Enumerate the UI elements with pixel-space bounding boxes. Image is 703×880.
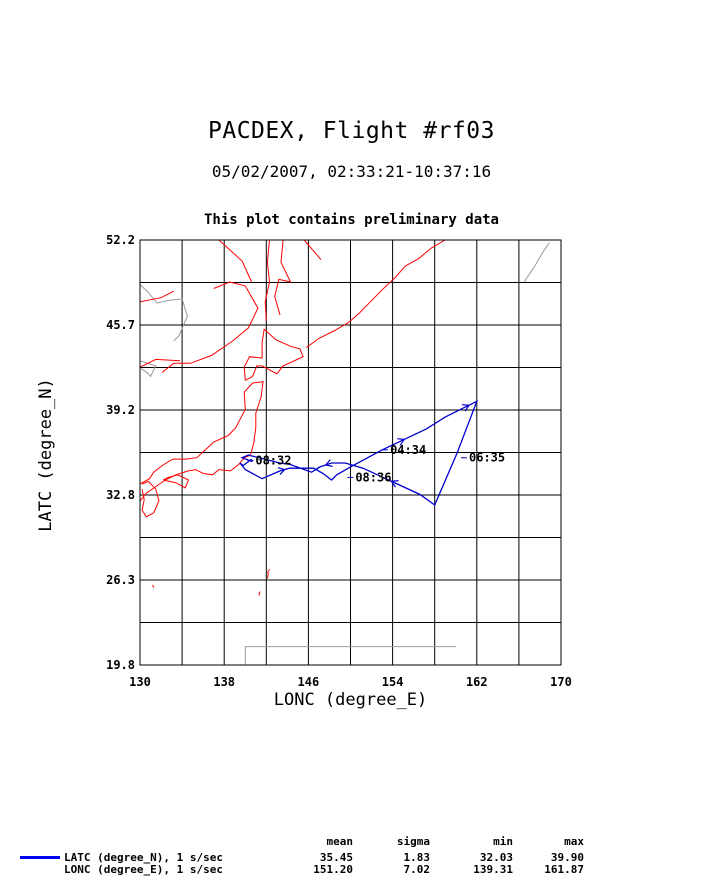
track-layer: 08:32 04:34 06:35 08:36 [239,399,505,506]
x-tick-label: 138 [213,675,235,689]
coastline [140,290,174,303]
stats-header-max: max [564,835,584,848]
coastline [303,240,322,261]
coastline [218,240,253,283]
coastline [243,328,304,381]
plot-frame [139,239,562,666]
flight-track-line [239,399,479,506]
time-annotation: 04:34 [390,443,426,457]
grid [140,240,561,665]
border-line [140,284,188,342]
border-line [244,646,456,665]
y-tick-label: 52.2 [106,233,135,247]
legend-line-swatch [20,856,60,859]
direction-arrow [390,480,399,488]
border-line [523,242,550,283]
coastline [266,568,270,574]
coastline [141,480,160,518]
x-tick-label: 170 [550,675,572,689]
y-axis-label: LATC (degree_N) [36,378,56,532]
coastline [306,240,446,349]
coastline [161,281,259,373]
stats-header-mean: mean [326,835,354,848]
stats-max: 161.87 [544,863,584,876]
stats-row: LONC (degree_E), 1 s/sec 151.20 7.02 139… [0,863,703,876]
border-line [140,360,157,378]
chart-subtitle: 05/02/2007, 02:33:21-10:37:16 [211,162,492,181]
stats-table: mean sigma min max LATC (degree_N), 1 s/… [0,835,703,880]
coastline [140,381,264,502]
stats-header-min: min [493,835,513,848]
coastline [264,240,271,322]
x-tick-label: 154 [382,675,404,689]
y-tick-label: 45.7 [106,318,135,332]
stats-max: 39.90 [550,851,584,864]
x-tick-label: 162 [466,675,488,689]
time-annotation: 08:36 [355,470,391,484]
stats-header: mean sigma min max [0,835,703,848]
direction-arrow [277,467,286,476]
chart-title: PACDEX, Flight #rf03 [208,118,495,144]
coastline [152,584,155,588]
stats-row-label: LONC (degree_E), 1 s/sec [64,863,223,876]
map-layer [140,240,550,665]
direction-arrow [324,459,333,467]
stats-row: LATC (degree_N), 1 s/sec 35.45 1.83 32.0… [0,851,703,864]
time-annotation: 08:32 [255,453,291,467]
tick-labels: 130 138 146 154 162 170 19.8 26.3 32.8 39.2 45.7 52… [106,233,572,689]
coastline [258,591,261,596]
y-tick-label: 32.8 [106,488,135,502]
stats-mean: 151.20 [313,863,353,876]
stats-header-sigma: sigma [396,835,430,848]
stats-sigma: 1.83 [403,851,431,864]
y-tick-label: 39.2 [106,403,135,417]
preliminary-data-note: This plot contains preliminary data [203,212,499,228]
stats-min: 32.03 [479,851,513,864]
y-tick-label: 19.8 [106,658,135,672]
coastline [162,474,190,489]
coastline [266,573,269,579]
direction-arrow [397,438,406,446]
coastline [274,240,292,315]
x-tick-label: 130 [129,675,151,689]
stats-sigma: 7.02 [403,863,431,876]
y-tick-label: 26.3 [106,573,135,587]
stats-min: 139.31 [473,863,513,876]
x-axis-label: LONC (degree_E) [273,690,428,710]
direction-arrow [461,404,470,412]
stats-mean: 35.45 [319,851,353,864]
coastline [140,358,181,368]
x-tick-label: 146 [298,675,320,689]
time-annotation: 06:35 [469,451,505,465]
stats-row-label: LATC (degree_N), 1 s/sec [64,851,223,864]
